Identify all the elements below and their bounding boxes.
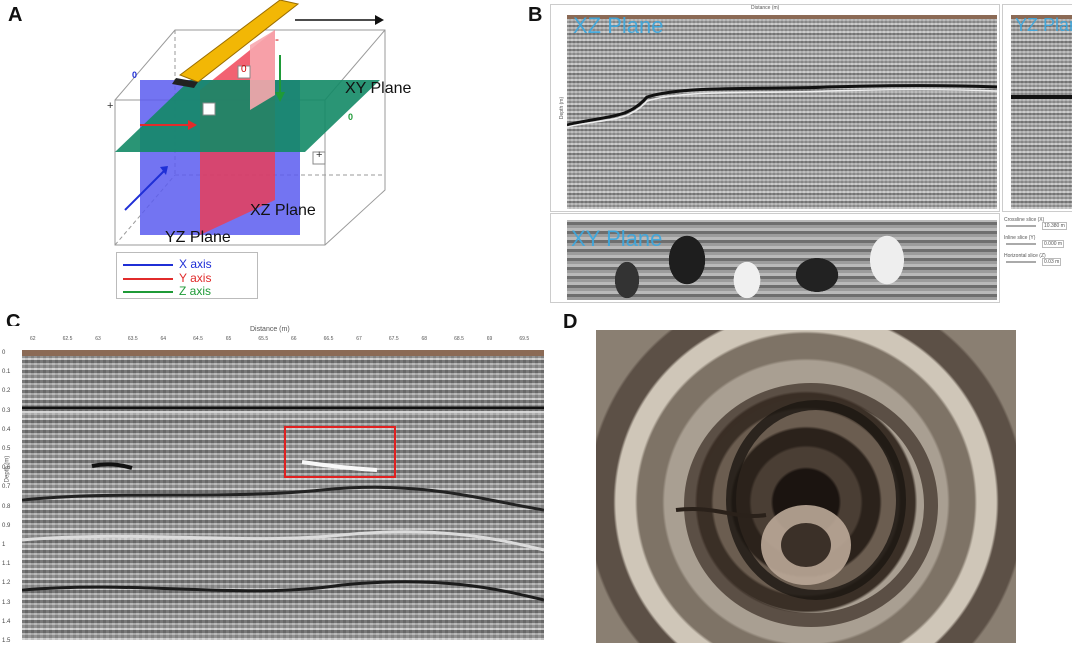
x-tick-label: 65 bbox=[225, 336, 232, 342]
y-tick-label: 0.4 bbox=[2, 426, 11, 433]
x-tick-label: 64.5 bbox=[193, 336, 203, 342]
x-tick-label: 64 bbox=[160, 336, 167, 342]
x-tick-row: 62 62.5 63 63.5 64 64.5 65 65.5 66 66.5 67 67.5 68 68… bbox=[22, 336, 544, 346]
crossline-slider[interactable] bbox=[1006, 225, 1036, 227]
x-tick-label: 68 bbox=[421, 336, 428, 342]
xz-radargram bbox=[567, 15, 997, 209]
inline-value[interactable]: 0.000 m bbox=[1042, 240, 1065, 248]
marker-plus: + bbox=[316, 149, 323, 161]
marker-zero: 0 bbox=[241, 64, 247, 75]
y-tick-label: 0.2 bbox=[2, 388, 11, 395]
x-tick-label: 62.5 bbox=[62, 336, 73, 342]
radargram-c-frame: Distance (m) 62 62.5 63 63.5 64 64.5 65 65.5 66 6… bbox=[0, 326, 548, 644]
distance-axis-label: Distance (m) bbox=[250, 326, 290, 333]
xy-plane-label: XY Plane bbox=[571, 226, 663, 251]
legend-x-label: X axis bbox=[179, 257, 212, 271]
horizontal-value[interactable]: 0.03 m bbox=[1042, 258, 1062, 266]
xy-plane bbox=[115, 80, 380, 152]
distance-axis-label: Distance (m) bbox=[751, 5, 780, 11]
yz-plane-label: YZ Plan bbox=[1015, 15, 1072, 35]
y-tick-label: 0.1 bbox=[2, 369, 11, 376]
legend-y-label: Y axis bbox=[179, 271, 212, 285]
y-tick-label: 1.5 bbox=[2, 638, 11, 644]
y-tick-label: 1.3 bbox=[2, 599, 11, 606]
y-tick-label: 0 bbox=[2, 350, 6, 356]
xy-plane-label: XY Plane bbox=[345, 80, 412, 97]
slice-controls: Crossline slice (X) 10.380 m Inline slic… bbox=[1002, 213, 1072, 301]
radargram-c bbox=[22, 350, 544, 640]
legend-y-line bbox=[123, 278, 173, 280]
marker-plus: + bbox=[107, 100, 114, 112]
panel-label-d: D bbox=[563, 311, 578, 333]
x-tick-label: 69.5 bbox=[519, 336, 530, 342]
y-tick-label: 0.5 bbox=[2, 446, 11, 452]
x-axis-arrow-icon bbox=[160, 166, 168, 175]
control-label: Inline slice (Y) bbox=[1004, 235, 1036, 241]
borehole-photo bbox=[596, 330, 1016, 643]
xz-section-frame: Distance (m) Depth (m) XZ Plane bbox=[550, 4, 1000, 212]
legend-x-line bbox=[123, 264, 173, 266]
x-tick-label: 67.5 bbox=[388, 336, 399, 342]
x-tick-label: 63 bbox=[95, 336, 101, 342]
x-tick-label: 66 bbox=[291, 336, 297, 342]
y-tick-label: 0.9 bbox=[2, 522, 11, 529]
direction-arrow-icon bbox=[375, 15, 384, 25]
legend-z-label: Z axis bbox=[179, 284, 212, 298]
highlight-box bbox=[284, 426, 396, 478]
xy-depth-slice bbox=[567, 220, 997, 300]
xz-plane-label: XZ Plane bbox=[573, 13, 664, 38]
antenna-icon bbox=[178, 0, 300, 83]
x-tick-label: 66.5 bbox=[323, 336, 334, 342]
yz-section-frame: YZ Plan bbox=[1002, 4, 1072, 212]
y-tick-label: 1.2 bbox=[2, 580, 11, 587]
depth-axis-label: Depth (m) bbox=[559, 96, 566, 120]
marker-minus: - bbox=[275, 32, 279, 46]
yz-radargram bbox=[1011, 15, 1072, 209]
marker-zero: 0 bbox=[132, 70, 138, 80]
y-tick-label: 1.4 bbox=[2, 618, 11, 625]
x-tick-label: 69 bbox=[486, 336, 493, 342]
legend-z-line bbox=[123, 291, 173, 293]
3d-plane-diagram bbox=[114, 0, 386, 246]
xz-plane-label: XZ Plane bbox=[250, 202, 316, 219]
horizontal-slider[interactable] bbox=[1006, 261, 1036, 263]
y-tick-label: 0.7 bbox=[2, 484, 11, 491]
y-tick-label: 0.8 bbox=[2, 503, 11, 510]
xy-section-frame: XY Plane bbox=[550, 213, 1000, 303]
yz-plane-label: YZ Plane bbox=[165, 229, 231, 246]
axis-legend: X axis Y axis Z axis bbox=[116, 252, 258, 299]
x-tick-label: 62 bbox=[30, 336, 36, 342]
panel-label-b: B bbox=[528, 4, 543, 26]
y-tick-label: 0.6 bbox=[2, 465, 11, 472]
x-tick-label: 65.5 bbox=[258, 336, 269, 342]
y-tick-label: 0.3 bbox=[2, 407, 11, 414]
y-tick-label: 1 bbox=[2, 542, 6, 548]
y-axis-arrow-icon bbox=[188, 120, 197, 130]
x-tick-label: 67 bbox=[356, 336, 362, 342]
radargram-c-reflectors bbox=[22, 406, 544, 602]
control-label: Crossline slice (X) bbox=[1004, 217, 1045, 223]
crossline-value[interactable]: 10.380 m bbox=[1042, 222, 1067, 230]
inline-slider[interactable] bbox=[1006, 243, 1036, 245]
z-axis-arrow-icon bbox=[275, 92, 285, 102]
borehole-detail bbox=[675, 383, 938, 627]
xz-reflectors bbox=[567, 84, 997, 128]
marker-zero: 0 bbox=[348, 112, 354, 122]
panel-label-a: A bbox=[8, 4, 23, 26]
control-label: Horizontal slice (Z) bbox=[1004, 253, 1046, 259]
y-tick-label: 1.1 bbox=[2, 561, 11, 568]
y-tick-column: 0 0.1 0.2 0.3 0.4 0.5 0.6 0.7 0.8 0.9 1 1.1 1.2 1.3 1.… bbox=[0, 350, 22, 644]
x-tick-label: 68.5 bbox=[454, 336, 464, 342]
x-tick-label: 63.5 bbox=[127, 336, 138, 342]
target-reflection bbox=[301, 460, 378, 472]
